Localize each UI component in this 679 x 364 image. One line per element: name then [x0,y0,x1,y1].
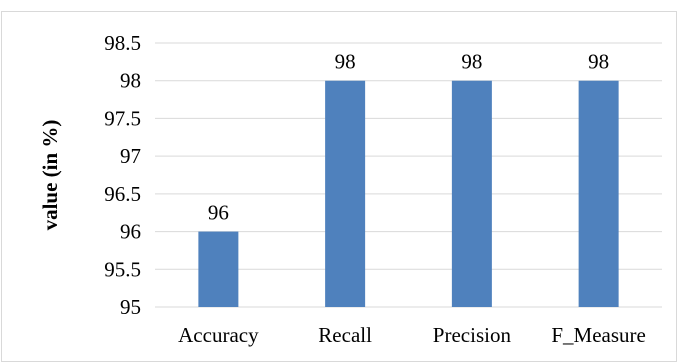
y-tick-label: 98.5 [104,31,141,55]
y-tick-label: 95 [120,295,141,319]
y-tick-labels: 95 95.5 96 96.5 97 97.5 98 98.5 [104,31,141,319]
data-label: 98 [335,50,356,74]
y-tick-label: 96.5 [104,182,141,206]
bar-precision [451,80,492,307]
bar-f-measure [578,80,619,307]
y-tick-label: 95.5 [104,257,141,281]
bar-recall [325,80,366,307]
y-tick-label: 96 [120,220,141,244]
y-tick-label: 98 [120,69,141,93]
data-labels: 96 98 98 98 [208,50,609,225]
category-label: Accuracy [178,323,259,347]
y-tick-label: 97.5 [104,106,141,130]
bars [198,80,619,307]
category-label: Recall [318,323,372,347]
category-labels: Accuracy Recall Precision F_Measure [178,323,646,347]
y-axis-title: value (in %) [38,120,62,231]
category-label: Precision [433,323,512,347]
y-tick-label: 97 [120,144,141,168]
data-label: 98 [461,50,482,74]
category-label: F_Measure [551,323,645,347]
grid-lines [155,42,662,308]
bar-accuracy [198,231,239,307]
data-label: 96 [208,201,229,225]
data-label: 98 [588,50,609,74]
